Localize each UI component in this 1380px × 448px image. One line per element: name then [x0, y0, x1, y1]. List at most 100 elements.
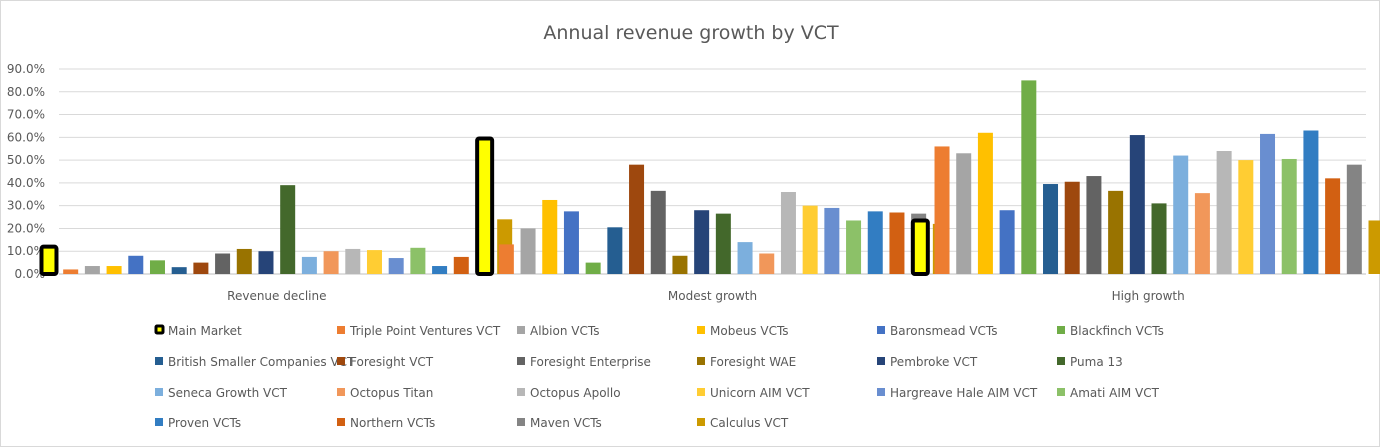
- bar: [1325, 178, 1341, 274]
- bar: [323, 251, 339, 274]
- x-category-label: Modest growth: [668, 289, 757, 303]
- bar: [280, 185, 296, 274]
- chart-title: Annual revenue growth by VCT: [543, 22, 839, 44]
- legend-label: Proven VCTs: [168, 416, 241, 430]
- legend-item: Calculus VCT: [697, 416, 789, 430]
- bar: [650, 190, 666, 274]
- bar: [1129, 135, 1145, 274]
- legend-swatch: [337, 388, 345, 396]
- legend-label: Foresight VCT: [350, 355, 434, 369]
- legend-swatch: [697, 326, 705, 334]
- legend-swatch: [517, 357, 525, 365]
- bar: [193, 262, 209, 274]
- bar: [956, 153, 972, 274]
- bar: [1260, 133, 1276, 274]
- legend-item: Northern VCTs: [337, 416, 435, 430]
- bar: [39, 244, 59, 277]
- bar: [1303, 130, 1319, 274]
- bar: [889, 212, 905, 274]
- bar: [1346, 164, 1362, 274]
- legend-label: Maven VCTs: [530, 416, 602, 430]
- gridlines: [59, 68, 1366, 275]
- legend-swatch: [1057, 357, 1065, 365]
- legend-label: Hargreave Hale AIM VCT: [890, 386, 1038, 400]
- legend-label: Blackfinch VCTs: [1070, 324, 1164, 338]
- legend-label: Albion VCTs: [530, 324, 599, 338]
- legend-swatch: [517, 326, 525, 334]
- y-tick-label: 90.0%: [7, 62, 45, 76]
- bar: [846, 220, 862, 274]
- legend-swatch: [877, 357, 885, 365]
- bar: [171, 267, 187, 274]
- legend-label: British Smaller Companies VCT: [168, 355, 355, 369]
- legend: Main Market Triple Point Ventures VCT Albi…: [154, 324, 1164, 430]
- legend-label: Foresight Enterprise: [530, 355, 651, 369]
- legend-swatch: [154, 324, 165, 335]
- x-axis-categories: Revenue decline Modest growth High growth: [227, 289, 1185, 303]
- legend-label: Baronsmead VCTs: [890, 324, 998, 338]
- y-tick-label: 0.0%: [15, 267, 46, 281]
- legend-item: Blackfinch VCTs: [1057, 324, 1164, 338]
- bar: [1194, 193, 1210, 274]
- x-category-label: Revenue decline: [227, 289, 326, 303]
- y-tick-label: 70.0%: [7, 108, 45, 122]
- legend-label: Mobeus VCTs: [710, 324, 789, 338]
- legend-swatch: [155, 357, 163, 365]
- legend-swatch: [877, 388, 885, 396]
- legend-label: Unicorn AIM VCT: [710, 386, 810, 400]
- legend-swatch: [697, 357, 705, 365]
- legend-label: Puma 13: [1070, 355, 1123, 369]
- bar: [84, 266, 100, 274]
- legend-swatch: [337, 326, 345, 334]
- bar: [236, 248, 252, 274]
- bar: [1238, 160, 1254, 274]
- legend-item: Triple Point Ventures VCT: [337, 324, 501, 338]
- bar: [910, 218, 930, 277]
- bar: [498, 244, 514, 274]
- legend-label: Octopus Titan: [350, 386, 433, 400]
- y-tick-label: 50.0%: [7, 153, 45, 167]
- bar: [780, 192, 796, 274]
- legend-item: Puma 13: [1057, 355, 1123, 369]
- y-axis-ticks: 0.0% 10.0% 20.0% 30.0% 40.0% 50.0% 60.0% 70.0% 8…: [7, 62, 45, 281]
- bar: [1368, 220, 1380, 274]
- bar: [106, 266, 122, 274]
- y-tick-label: 40.0%: [7, 176, 45, 190]
- bar: [629, 164, 645, 274]
- y-tick-label: 80.0%: [7, 85, 45, 99]
- bar: [1216, 151, 1232, 274]
- bar: [563, 211, 579, 274]
- bar: [542, 199, 558, 274]
- bar: [410, 247, 426, 274]
- bar: [520, 228, 536, 274]
- legend-item: Pembroke VCT: [877, 355, 978, 369]
- y-tick-label: 30.0%: [7, 199, 45, 213]
- legend-label: Amati AIM VCT: [1070, 386, 1160, 400]
- legend-label: Seneca Growth VCT: [168, 386, 288, 400]
- bar: [1043, 184, 1059, 274]
- legend-item: Albion VCTs: [517, 324, 599, 338]
- legend-item: Unicorn AIM VCT: [697, 386, 810, 400]
- legend-label: Octopus Apollo: [530, 386, 621, 400]
- legend-swatch: [1057, 326, 1065, 334]
- bar: [1064, 181, 1080, 274]
- bar: [694, 210, 710, 274]
- bar: [1086, 176, 1102, 274]
- bar: [607, 227, 623, 274]
- bar: [867, 211, 883, 274]
- bar: [715, 213, 731, 274]
- bar: [999, 210, 1015, 274]
- bar: [934, 146, 950, 274]
- bar: [672, 255, 688, 274]
- bar: [63, 269, 79, 274]
- legend-swatch: [337, 418, 345, 426]
- bar: [215, 253, 231, 274]
- bar: [802, 205, 818, 274]
- bar: [388, 258, 404, 274]
- legend-item: Octopus Apollo: [517, 386, 621, 400]
- legend-label: Main Market: [168, 324, 242, 338]
- bar: [453, 256, 469, 274]
- legend-swatch: [155, 388, 163, 396]
